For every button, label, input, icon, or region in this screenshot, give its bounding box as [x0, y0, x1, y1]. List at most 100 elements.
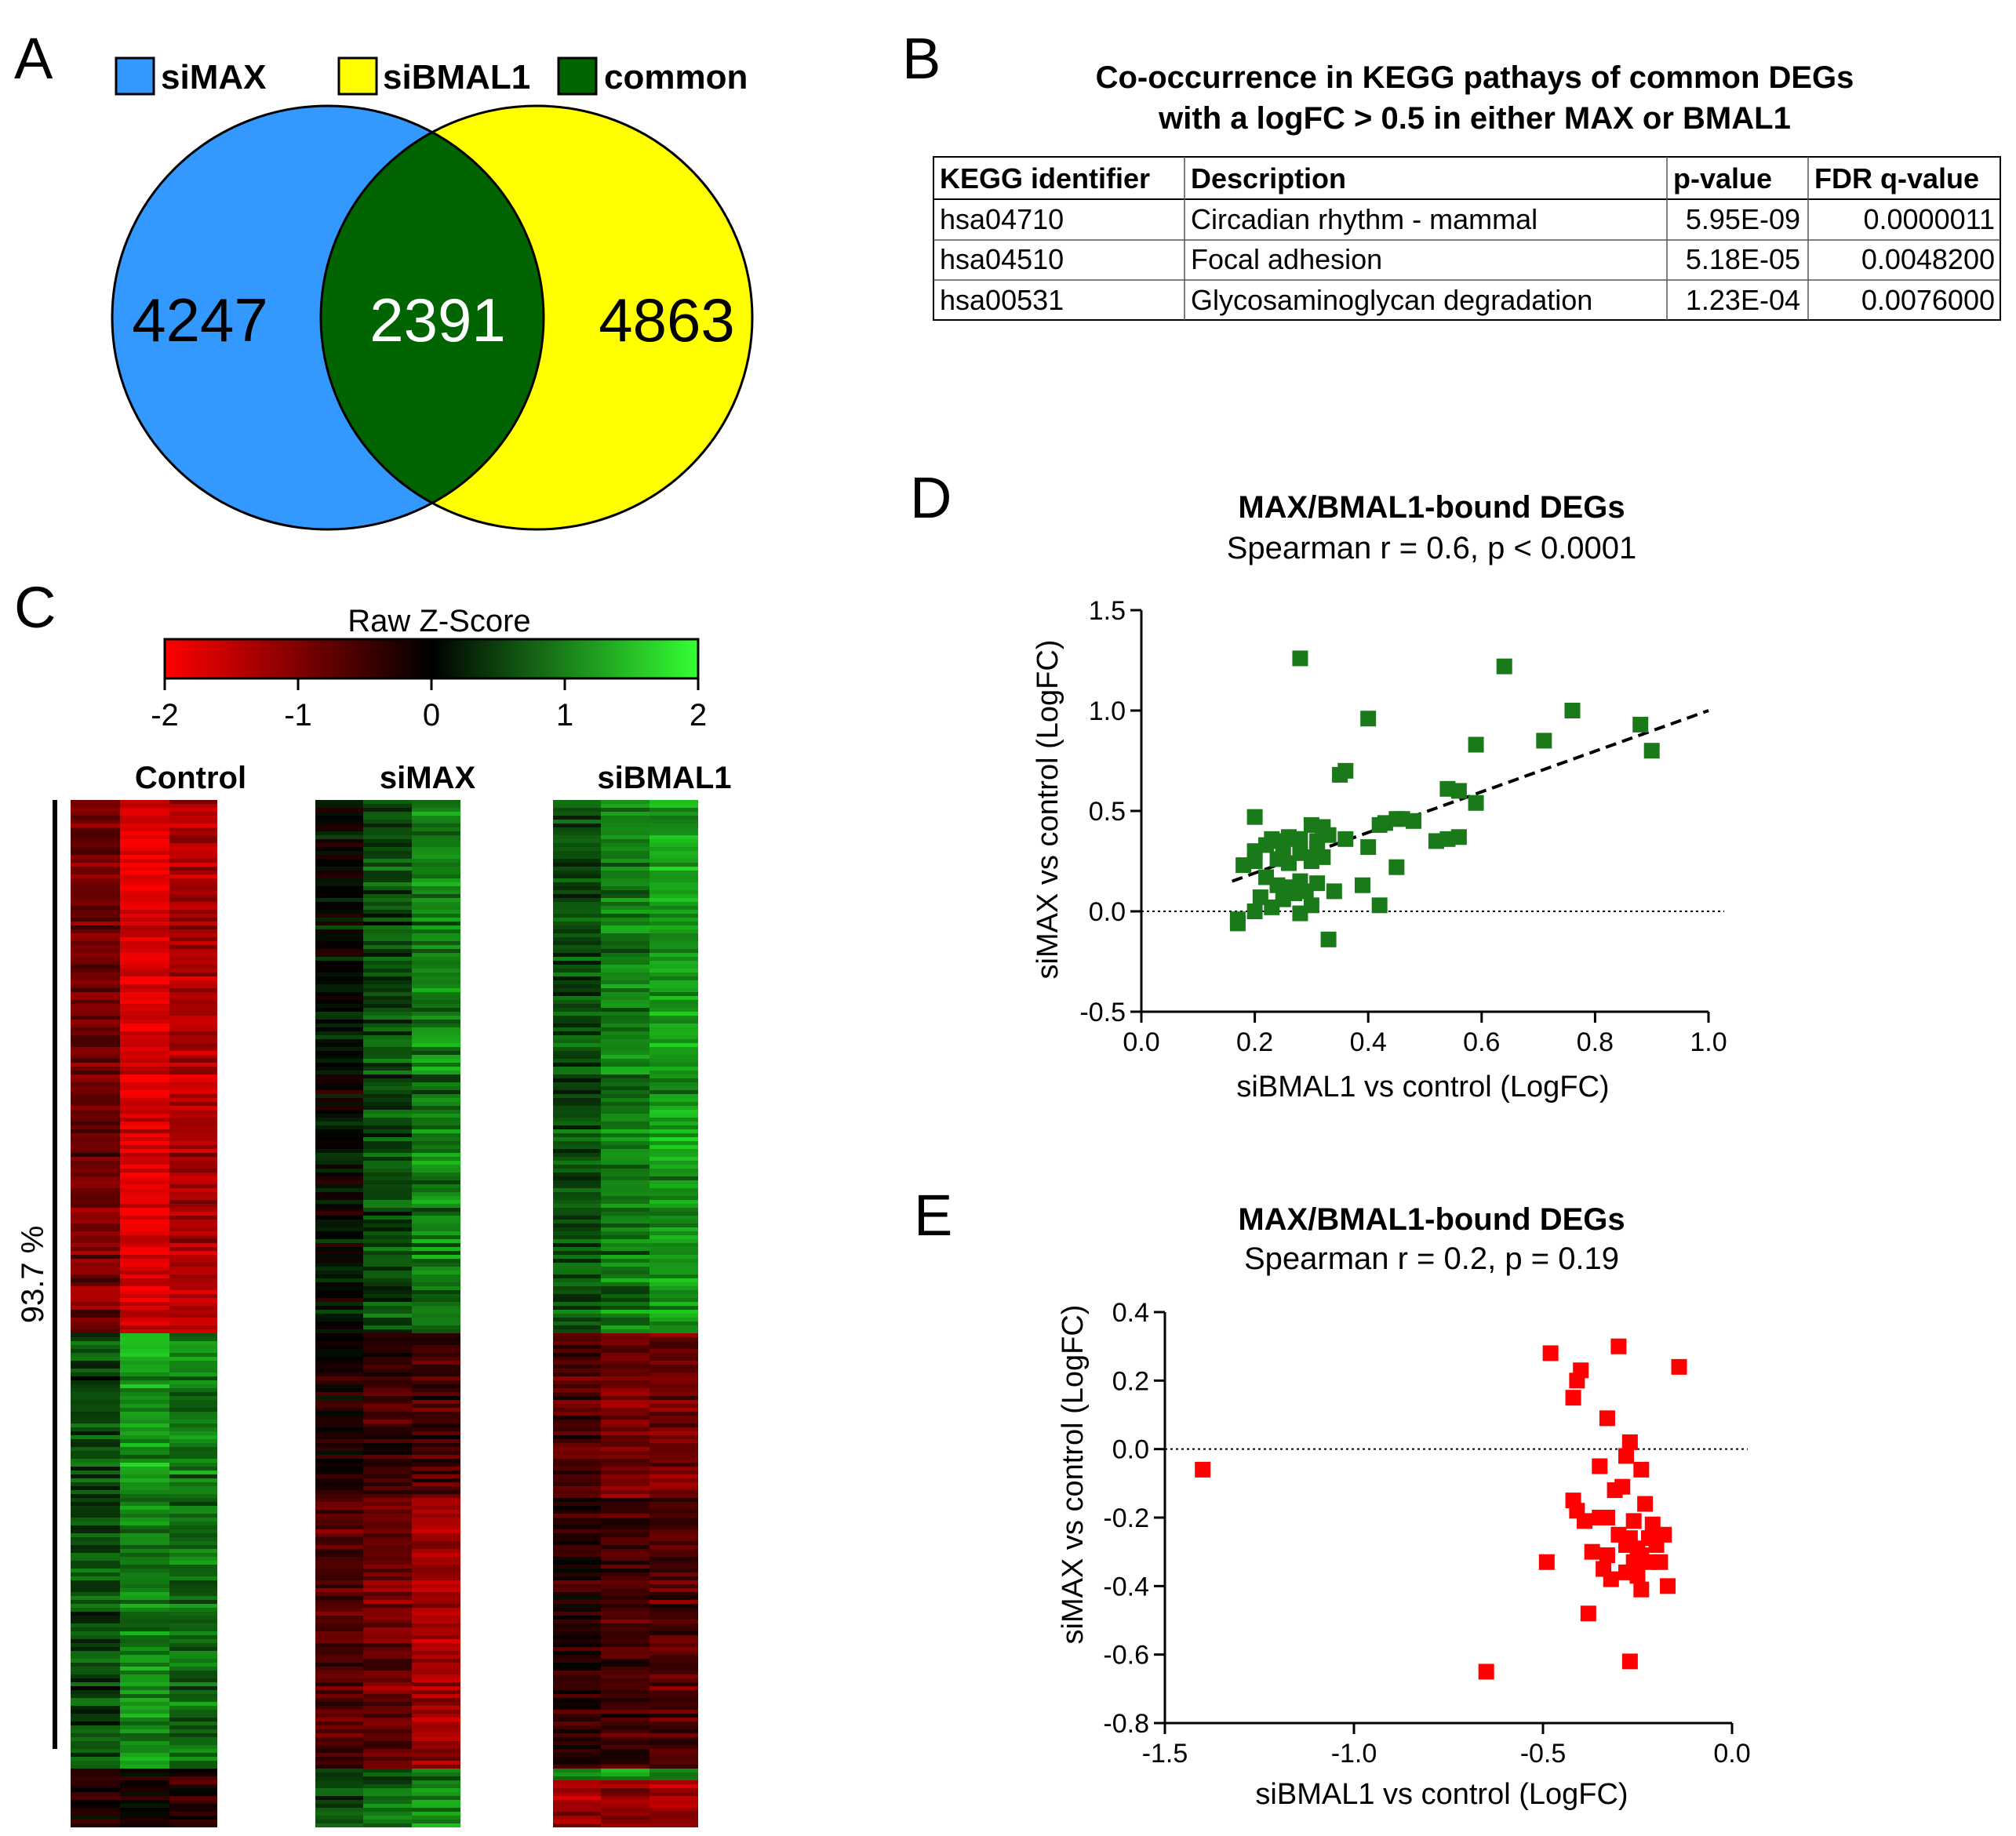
scatter-point: [1569, 1372, 1585, 1389]
legend-swatch-simax: [115, 56, 155, 96]
y-tick-label: 1.0: [1089, 696, 1126, 726]
venn-count-sibmal1: 4863: [599, 285, 735, 354]
kegg-cell: Glycosaminoglycan degradation: [1191, 284, 1592, 316]
chart-e-title: MAX/BMAL1-bound DEGs: [1238, 1202, 1625, 1237]
y-tick-label: 0.0: [1089, 897, 1126, 927]
scatter-point: [1468, 736, 1484, 753]
venn-count-simax: 4247: [132, 285, 268, 354]
kegg-cell: 1.23E-04: [1686, 284, 1800, 316]
colorbar-tick-label: 1: [556, 698, 573, 733]
scatter-point: [1625, 1513, 1642, 1529]
scatter-point: [1337, 831, 1354, 847]
regression-line: [1232, 709, 1709, 883]
scatter-point: [1371, 897, 1388, 914]
x-tick-label: -1.5: [1142, 1739, 1188, 1769]
scatter-point: [1360, 839, 1377, 856]
kegg-cell: hsa04510: [940, 243, 1064, 275]
scatter-point: [1632, 716, 1649, 733]
scatter-point: [1297, 883, 1314, 900]
kegg-cell: 0.0048200: [1861, 243, 1995, 275]
scatter-point: [1629, 1568, 1646, 1584]
panel-label-b: B: [902, 26, 941, 91]
y-tick-label: 0.2: [1112, 1366, 1149, 1396]
kegg-header-description: Description: [1191, 162, 1346, 195]
kegg-header-fdr: FDR q-value: [1814, 162, 1979, 195]
scatter-point: [1450, 783, 1467, 799]
x-tick-label: -0.5: [1520, 1739, 1567, 1769]
scatter-point: [1542, 1345, 1559, 1362]
scatter-point: [1580, 1605, 1596, 1622]
x-tick-label: 0.6: [1463, 1027, 1500, 1057]
percent-label: 93.7 %: [16, 1226, 50, 1324]
colorbar-tick-label: -2: [151, 698, 179, 733]
kegg-title-line1: Co-occurrence in KEGG pathays of common …: [1096, 60, 1854, 95]
scatter-point: [1195, 1461, 1211, 1478]
y-tick-label: -0.2: [1103, 1503, 1149, 1533]
colorbar-title: Raw Z-Score: [348, 604, 530, 638]
y-tick-label: 0.4: [1112, 1298, 1149, 1328]
kegg-header-pvalue: p-value: [1673, 162, 1772, 195]
scatter-point: [1450, 829, 1467, 845]
scatter-point: [1280, 855, 1297, 871]
scatter-point: [1360, 711, 1377, 727]
scatter-point: [1648, 1536, 1665, 1553]
scatter-point: [1607, 1482, 1623, 1499]
scatter-point: [1577, 1513, 1593, 1529]
legend-swatch-sibmal1: [337, 56, 378, 96]
scatter-point: [1246, 809, 1263, 825]
scatter-point: [1354, 877, 1370, 893]
panel-label-d: D: [910, 465, 952, 530]
panel-label-c: C: [14, 575, 56, 640]
scatter-point: [1652, 1554, 1668, 1570]
x-tick-label: 0.0: [1123, 1027, 1159, 1057]
y-tick-label: -0.6: [1103, 1641, 1149, 1671]
scatter-point: [1637, 1496, 1654, 1512]
kegg-cell: Focal adhesion: [1191, 243, 1382, 275]
legend-label-simax: siMAX: [161, 58, 266, 96]
chart-d-title: MAX/BMAL1-bound DEGs: [1238, 490, 1625, 525]
scatter-point: [1621, 1653, 1638, 1670]
scatter-point: [1618, 1448, 1635, 1464]
kegg-cell: Circadian rhythm - mammal: [1191, 203, 1537, 235]
scatter-point: [1388, 859, 1405, 875]
kegg-cell: 5.95E-09: [1686, 203, 1800, 235]
scatter-point: [1406, 813, 1422, 829]
heatmap-group-control: Control: [135, 761, 246, 795]
scatter-point: [1633, 1461, 1650, 1478]
scatter-point: [1536, 733, 1552, 749]
venn-diagram: 4247 2391 4863: [111, 104, 754, 531]
scatter-point: [1603, 1571, 1619, 1587]
scatter-point: [1478, 1663, 1494, 1680]
chart-e-xlabel: siBMAL1 vs control (LogFC): [1255, 1778, 1628, 1811]
legend-label-common: common: [604, 58, 748, 96]
chart-e-ylabel: siMAX vs control (LogFC): [1057, 1305, 1090, 1645]
scatter-point: [1292, 905, 1308, 922]
scatter-point: [1565, 1390, 1581, 1406]
scatter-point: [1643, 743, 1660, 759]
scatter-point: [1320, 931, 1337, 947]
scatter-point: [1371, 816, 1388, 833]
scatter-point: [1496, 658, 1512, 674]
legend-swatch-common: [557, 56, 598, 96]
kegg-table: KEGG identifier Description p-value FDR …: [933, 156, 2001, 321]
scatter-point: [1610, 1338, 1627, 1354]
x-tick-label: 0.2: [1236, 1027, 1273, 1057]
scatter-point: [1468, 794, 1484, 811]
y-tick-label: -0.4: [1103, 1572, 1149, 1602]
chart-d-subtitle: Spearman r = 0.6, p < 0.0001: [1227, 531, 1637, 565]
scatter-point: [1246, 903, 1263, 919]
colorbar-ticks: -2 -1 0 1 2: [151, 678, 707, 733]
legend-label-sibmal1: siBMAL1: [383, 58, 530, 96]
scatter-point: [1235, 857, 1252, 874]
kegg-cell: hsa04710: [940, 203, 1064, 235]
kegg-cell: 0.0000011: [1863, 203, 1995, 235]
venn-legend: siMAX siBMAL1 common: [115, 56, 748, 96]
scatter-point: [1292, 650, 1308, 667]
scatter-point: [1326, 883, 1342, 900]
x-tick-label: 0.0: [1713, 1739, 1750, 1769]
scatter-point: [1315, 849, 1331, 865]
scatter-point: [1671, 1358, 1687, 1375]
y-tick-label: -0.8: [1103, 1709, 1149, 1739]
heatmap: [71, 800, 698, 1827]
